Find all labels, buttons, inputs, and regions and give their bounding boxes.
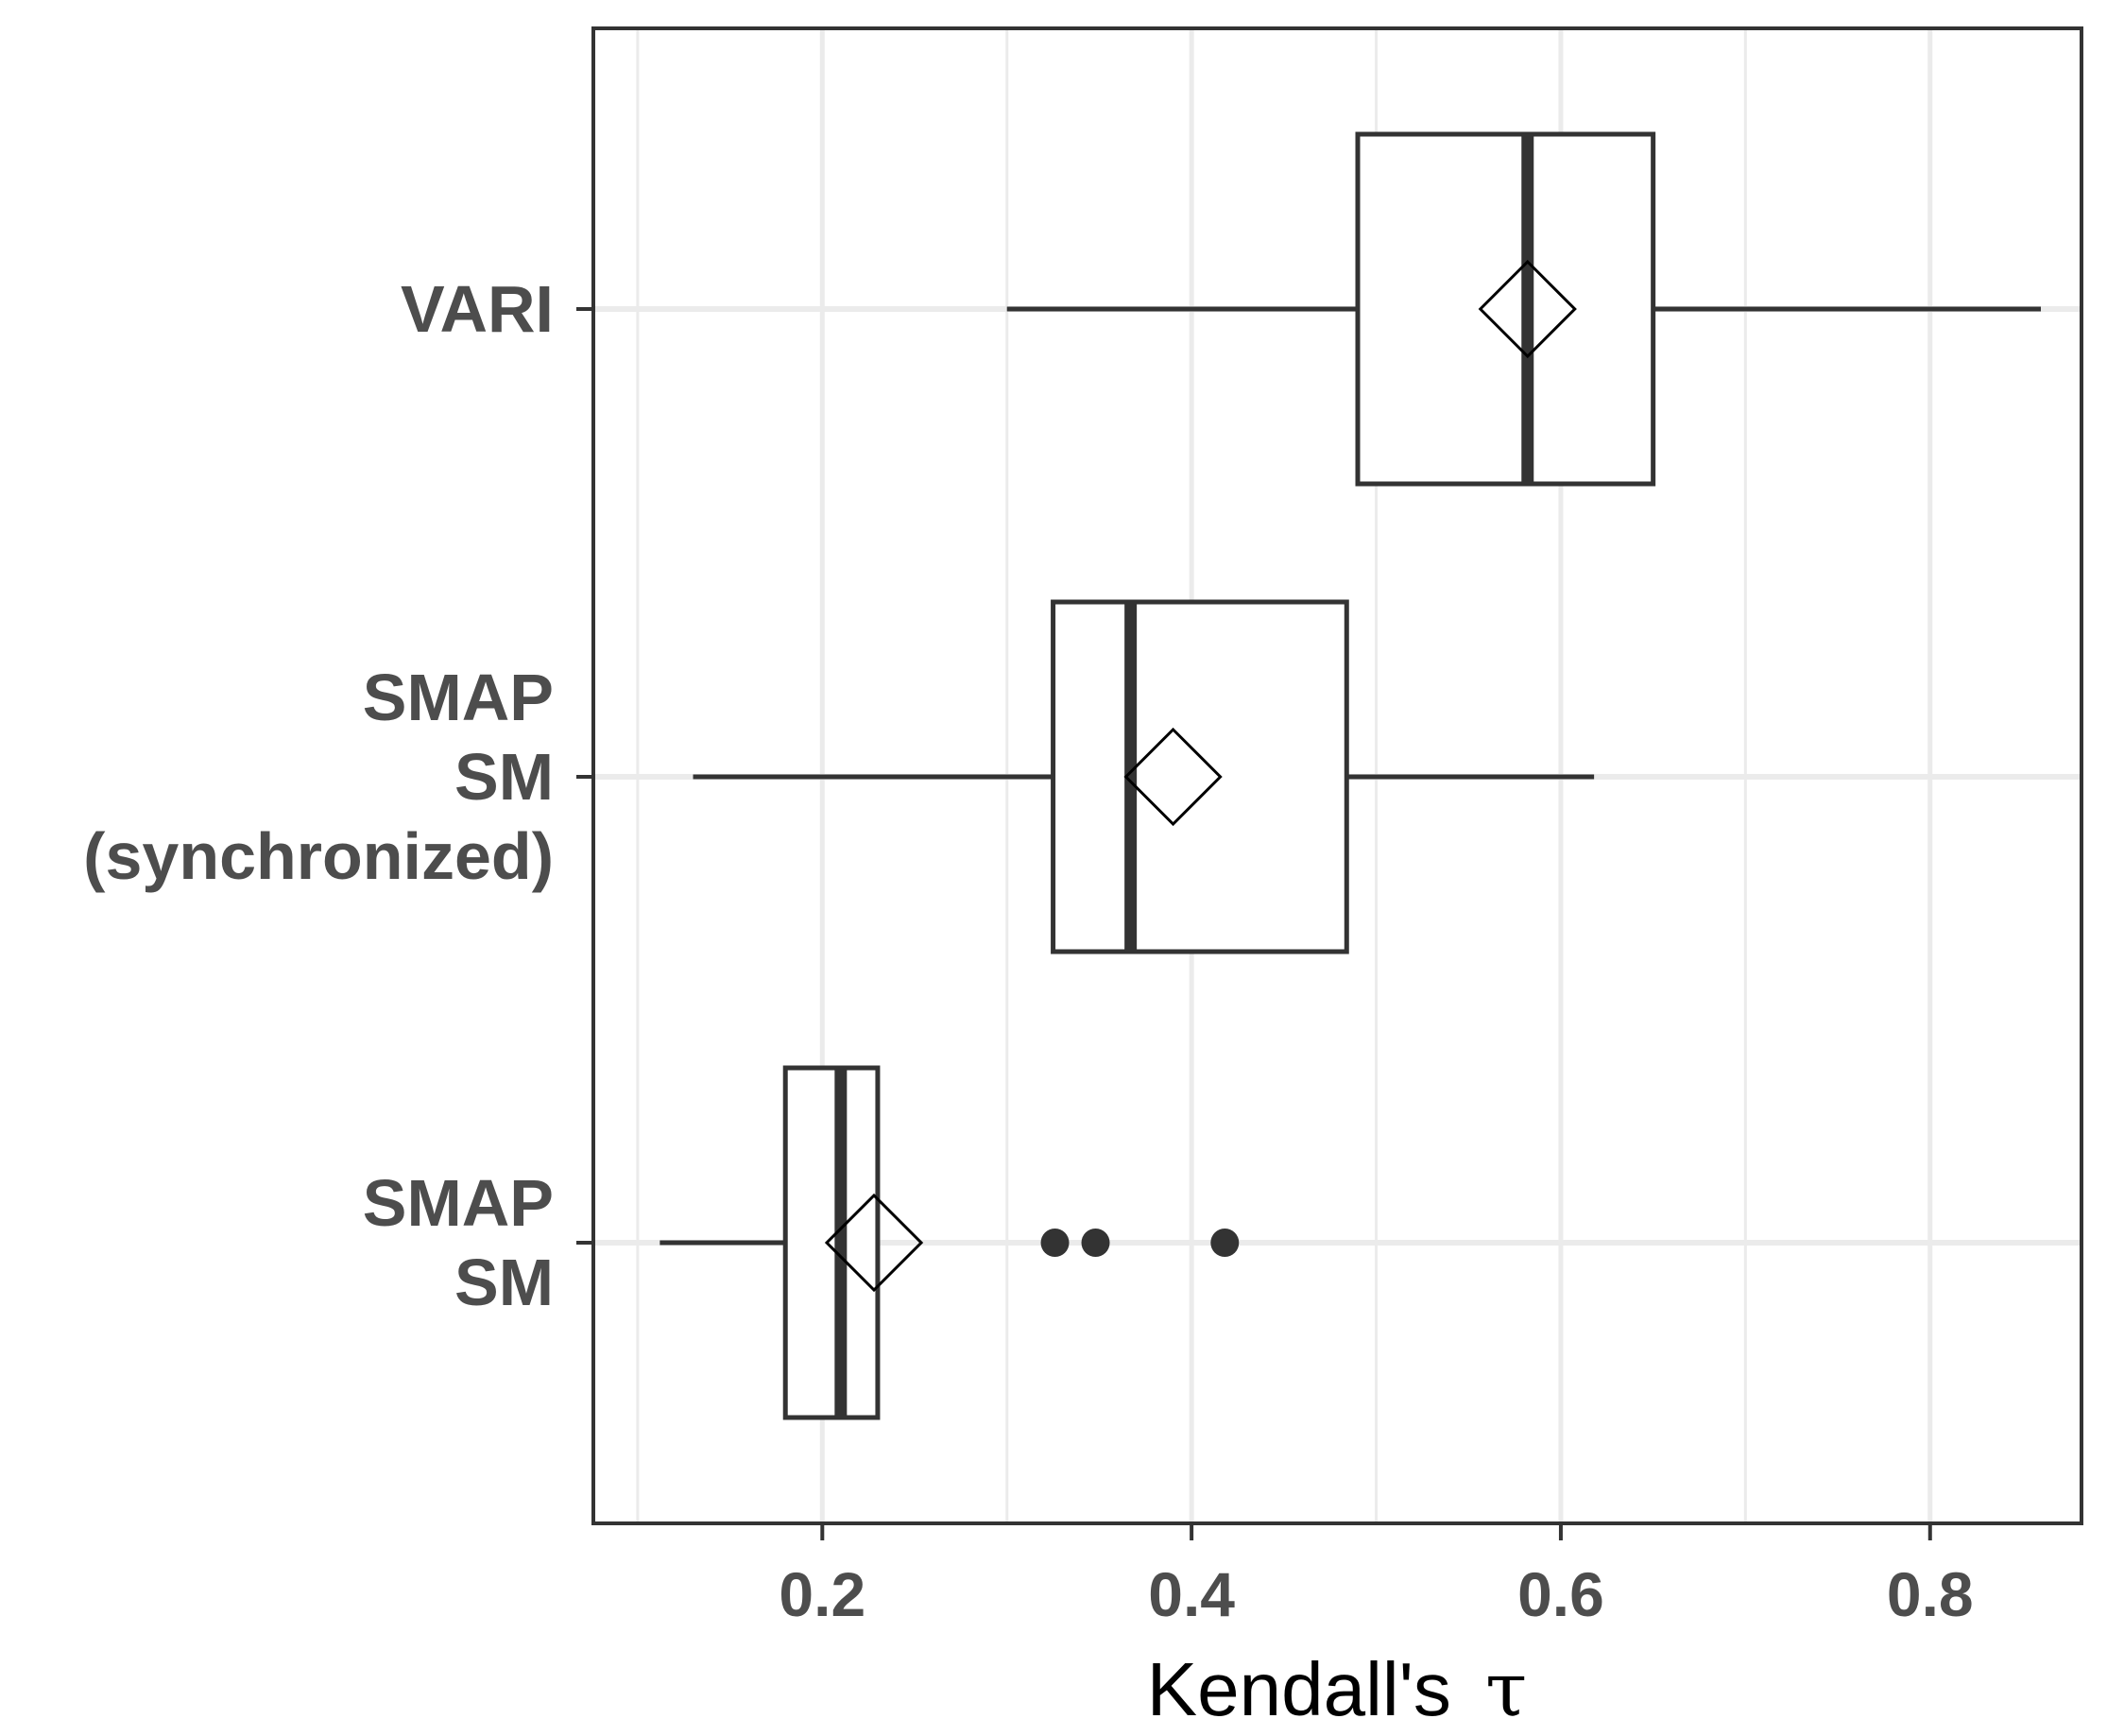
y-category-label-line: SM: [454, 1246, 554, 1319]
box-smap-sm: [660, 1065, 1240, 1420]
y-category-label-smap-sm: SMAP SM: [363, 1166, 554, 1319]
outlier-point: [1040, 1229, 1070, 1257]
boxes: [660, 131, 2042, 1420]
iqr-box: [782, 1065, 881, 1420]
x-axis-title: Kendall's τ: [1147, 1645, 1527, 1733]
y-category-label-line: SMAP: [363, 661, 554, 734]
mean-diamond: [824, 1193, 924, 1293]
y-category-label-vari: VARI: [401, 272, 554, 346]
box-smap-sm-synchronized: [693, 599, 1595, 954]
y-category-label-smap-sm-synchronized: SMAP SM (synchronized): [83, 661, 554, 893]
y-category-label-line: SM: [454, 740, 554, 814]
x-tick-label: 0.4: [1148, 1559, 1235, 1629]
tau-symbol: τ: [1485, 1645, 1527, 1733]
mean-diamond: [1478, 259, 1577, 359]
x-tick-label: 0.2: [779, 1559, 865, 1629]
iqr-box: [1355, 131, 1656, 487]
iqr-box: [1051, 599, 1349, 954]
x-tick-label: 0.8: [1887, 1559, 1974, 1629]
y-category-label-line: (synchronized): [83, 819, 554, 893]
y-category-label-line: VARI: [401, 272, 554, 346]
x-axis-title-text: Kendall's: [1147, 1647, 1451, 1731]
box-vari: [1006, 131, 2042, 487]
mean-diamond: [1123, 727, 1223, 827]
outlier-point: [1210, 1229, 1240, 1257]
outlier-point: [1081, 1229, 1110, 1257]
y-category-label-line: SMAP: [363, 1166, 554, 1240]
x-tick-label: 0.6: [1517, 1559, 1604, 1629]
